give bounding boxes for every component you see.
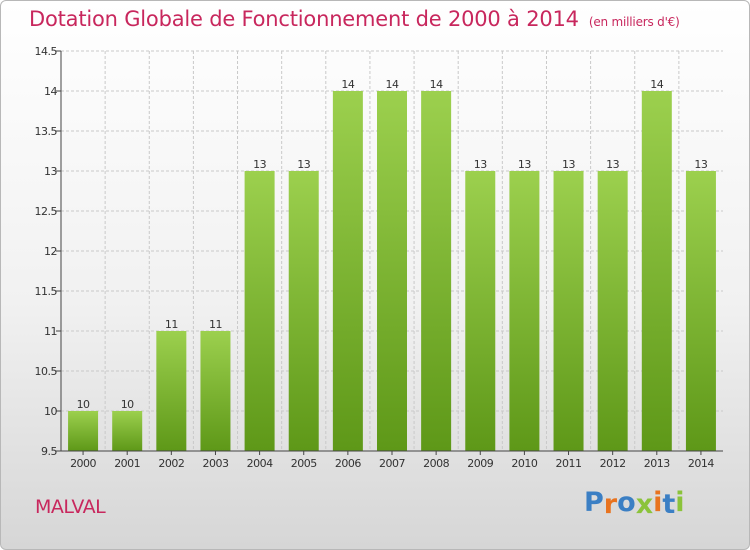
data-label: 13 xyxy=(518,158,531,171)
x-tick-label: 2001 xyxy=(114,457,140,470)
logo-letter: i xyxy=(653,487,663,518)
bar[interactable] xyxy=(421,91,452,451)
x-tick-label: 2007 xyxy=(379,457,405,470)
y-tick-label: 12.5 xyxy=(35,205,58,218)
labels: 9.5 10 10.5 11 11.5 12 12.5 13 13.5 14 14.5 10 2000 1… xyxy=(35,45,715,470)
x-tick-label: 2008 xyxy=(423,457,449,470)
bar[interactable] xyxy=(244,171,275,451)
y-tick-label: 12 xyxy=(44,245,57,258)
bar[interactable] xyxy=(112,411,143,451)
logo-letter: P xyxy=(584,487,604,518)
x-tick-label: 2003 xyxy=(202,457,228,470)
bar[interactable] xyxy=(156,331,187,451)
data-label: 10 xyxy=(121,398,134,411)
bar[interactable] xyxy=(332,91,363,451)
y-tick-label: 11.5 xyxy=(35,285,58,298)
bar[interactable] xyxy=(200,331,231,451)
x-tick-label: 2011 xyxy=(556,457,582,470)
logo-letter: i xyxy=(675,487,685,518)
chart-subtitle: (en milliers d'€) xyxy=(588,15,680,29)
data-label: 13 xyxy=(694,158,707,171)
y-tick-label: 10.5 xyxy=(35,365,58,378)
y-tick-label: 9.5 xyxy=(41,445,57,458)
data-label: 11 xyxy=(165,318,178,331)
data-label: 13 xyxy=(297,158,310,171)
logo-letter: x xyxy=(635,489,654,520)
x-tick-label: 2009 xyxy=(467,457,493,470)
x-tick-label: 2013 xyxy=(644,457,670,470)
x-tick-label: 2002 xyxy=(158,457,184,470)
data-label: 14 xyxy=(650,78,663,91)
data-label: 14 xyxy=(430,78,443,91)
data-label: 13 xyxy=(562,158,575,171)
data-label: 14 xyxy=(386,78,399,91)
x-tick-label: 2005 xyxy=(291,457,317,470)
data-label: 13 xyxy=(606,158,619,171)
bars xyxy=(68,91,716,451)
x-tick-label: 2000 xyxy=(70,457,96,470)
y-tick-label: 10 xyxy=(44,405,57,418)
chart-title: Dotation Globale de Fonctionnement de 20… xyxy=(29,7,680,31)
logo-letter: o xyxy=(617,487,636,518)
y-tick-label: 13.5 xyxy=(35,125,58,138)
data-label: 13 xyxy=(474,158,487,171)
x-tick-label: 2014 xyxy=(688,457,714,470)
proxiti-logo[interactable]: Proxiti xyxy=(584,487,685,520)
place-name: MALVAL xyxy=(35,496,106,518)
logo-letter: t xyxy=(662,489,676,520)
data-label: 13 xyxy=(253,158,266,171)
bar[interactable] xyxy=(597,171,628,451)
bar[interactable] xyxy=(509,171,540,451)
bar[interactable] xyxy=(553,171,584,451)
bar[interactable] xyxy=(641,91,672,451)
axes xyxy=(56,50,723,455)
data-label: 10 xyxy=(77,398,90,411)
data-label: 11 xyxy=(209,318,222,331)
x-tick-label: 2012 xyxy=(600,457,626,470)
bar[interactable] xyxy=(377,91,407,451)
y-tick-label: 11 xyxy=(44,325,57,338)
bar[interactable] xyxy=(288,171,319,451)
y-tick-label: 14 xyxy=(44,85,57,98)
bar[interactable] xyxy=(685,171,716,451)
x-tick-label: 2010 xyxy=(511,457,537,470)
bar[interactable] xyxy=(68,411,99,451)
title-text: Dotation Globale de Fonctionnement de 20… xyxy=(29,7,579,31)
x-tick-label: 2006 xyxy=(335,457,361,470)
y-tick-label: 13 xyxy=(44,165,57,178)
y-tick-label: 14.5 xyxy=(35,45,58,58)
data-label: 14 xyxy=(341,78,354,91)
logo-letter: r xyxy=(603,489,618,520)
bar[interactable] xyxy=(465,171,496,451)
x-tick-label: 2004 xyxy=(247,457,273,470)
